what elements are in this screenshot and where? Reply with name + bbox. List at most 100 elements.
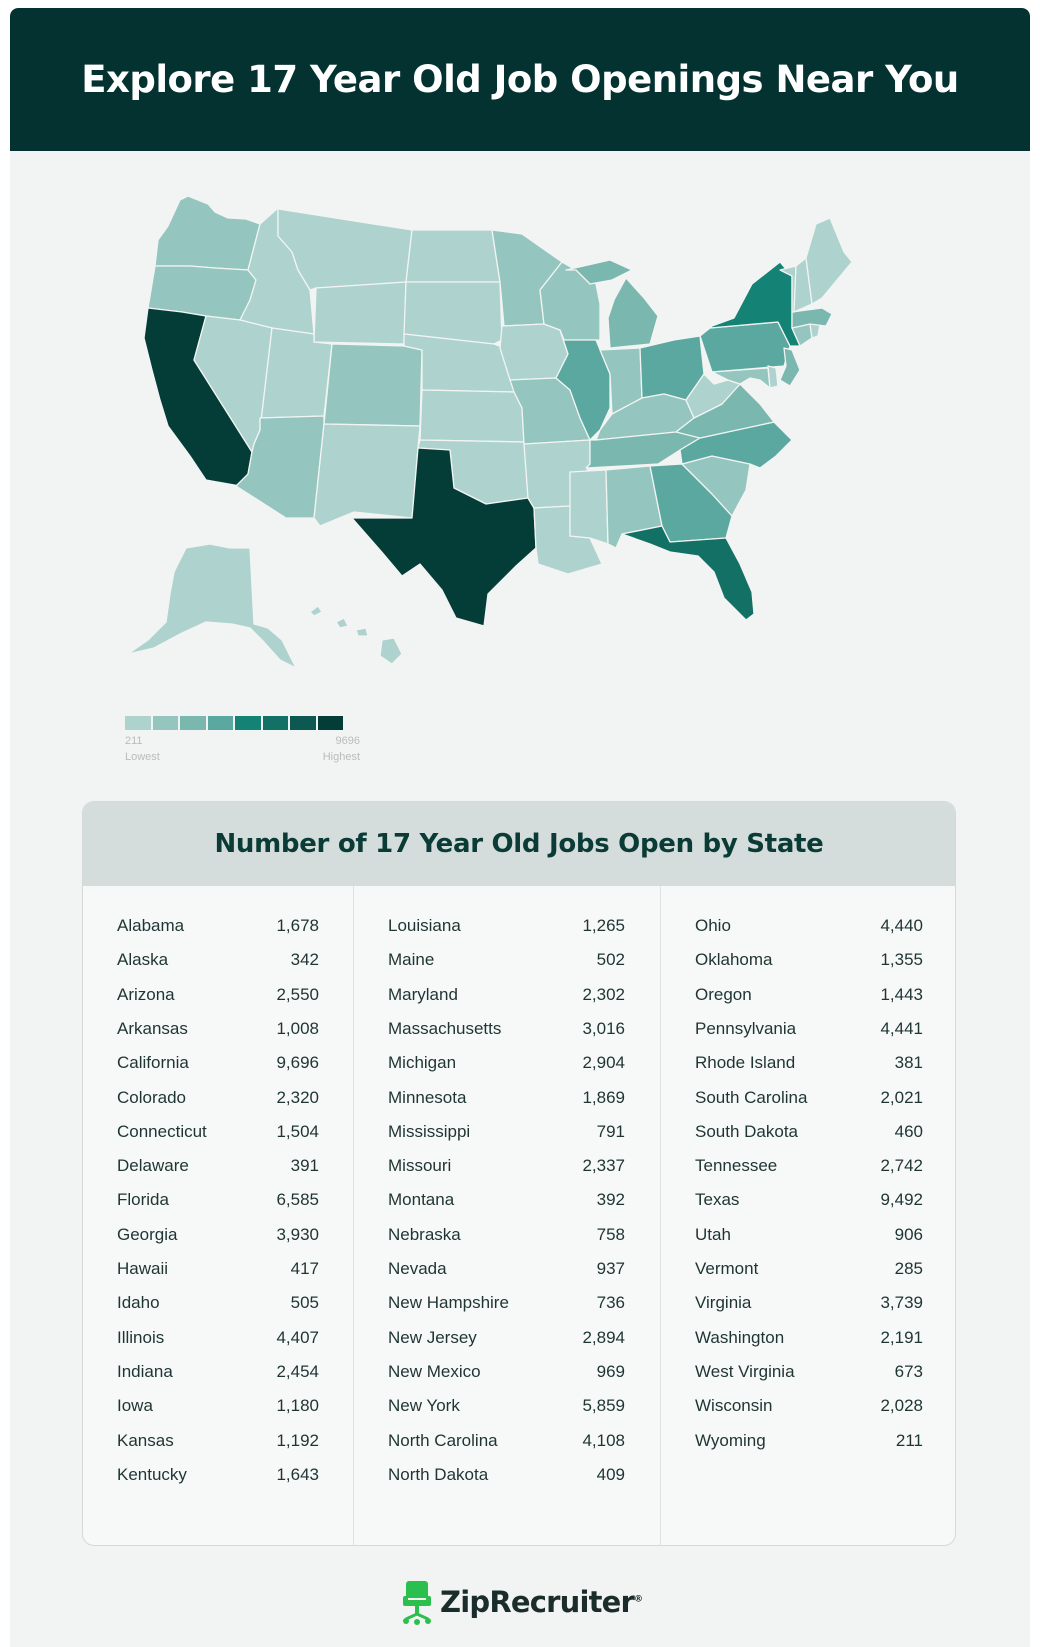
state-name: New Jersey [388,1327,477,1347]
table-row: New Mexico 969 [388,1354,625,1390]
job-count: 791 [596,1121,625,1141]
jobs-by-state-table: Number of 17 Year Old Jobs Open by State… [82,801,956,1546]
state-name: Arizona [117,984,175,1004]
table-column-2: Louisiana 1,265 Maine 502 Maryland 2,302 Massa… [354,886,661,1545]
state-name: Louisiana [388,916,461,935]
state-name: Connecticut [117,1121,207,1141]
job-count: 3,739 [880,1293,923,1313]
table-row: Hawaii 417 [117,1251,319,1287]
job-count: 1,265 [582,916,625,935]
table-row: Iowa 1,180 [117,1388,319,1424]
us-choropleth-map [127,195,853,669]
state-name: South Carolina [695,1087,808,1107]
table-row: Alaska 342 [117,942,319,978]
state-name: Delaware [117,1156,189,1176]
state-name: West Virginia [695,1361,795,1381]
state-rhode-island [809,323,821,339]
job-count: 2,550 [276,984,319,1004]
job-count: 1,678 [276,916,319,935]
table-row: Nebraska 758 [388,1217,625,1253]
state-name: Kansas [117,1430,174,1450]
legend-swatch [152,716,178,730]
state-name: Indiana [117,1361,173,1381]
table-row: Louisiana 1,265 [388,908,625,944]
job-count: 460 [894,1121,923,1141]
state-name: Virginia [695,1293,752,1313]
table-column-1: Alabama 1,678 Alaska 342 Arizona 2,550 Arkansa… [83,886,354,1545]
table-row: Arizona 2,550 [117,977,319,1013]
state-name: North Carolina [388,1430,498,1450]
table-row: South Dakota 460 [695,1114,923,1150]
state-name: Nebraska [388,1224,461,1244]
job-count: 1,643 [276,1464,319,1484]
table-row: Indiana 2,454 [117,1354,319,1390]
job-count: 9,696 [276,1053,319,1073]
state-vermont [779,265,797,313]
table-row: Rhode Island 381 [695,1045,923,1081]
legend-swatch [235,716,261,730]
legend-swatch [180,716,206,730]
job-count: 969 [596,1361,625,1381]
table-row: Vermont 285 [695,1251,923,1287]
job-count: 342 [290,950,319,970]
job-count: 2,337 [582,1156,625,1176]
state-north-dakota [405,229,501,283]
state-name: Hawaii [117,1259,169,1278]
page-title: Explore 17 Year Old Job Openings Near Yo… [81,58,959,101]
state-name: Massachusetts [388,1018,502,1038]
state-hawaii [309,605,403,665]
job-count: 391 [290,1156,319,1176]
state-name: Rhode Island [695,1053,796,1073]
state-alaska [127,543,297,669]
table-row: Texas 9,492 [695,1182,923,1218]
job-count: 1,869 [582,1087,625,1107]
state-name: Washington [695,1327,785,1347]
state-name: Nevada [388,1259,447,1278]
state-name: Alaska [117,950,169,970]
table-row: Maine 502 [388,942,625,978]
state-new-jersey [779,347,801,387]
job-count: 3,930 [276,1224,319,1244]
table-row: Nevada 937 [388,1251,625,1287]
job-count: 906 [894,1224,923,1244]
job-count: 9,492 [880,1190,923,1210]
table-row: North Dakota 409 [388,1457,625,1493]
job-count: 937 [596,1259,625,1278]
table-row: Minnesota 1,869 [388,1080,625,1116]
table-title: Number of 17 Year Old Jobs Open by State [214,829,824,859]
table-row: Washington 2,191 [695,1320,923,1356]
map-legend: 211 Lowest 9696 Highest [125,716,360,767]
table-row: Utah 906 [695,1217,923,1253]
job-count: 736 [596,1293,625,1313]
job-count: 3,016 [582,1018,625,1038]
state-name: Arkansas [117,1018,188,1038]
legend-max-label: Highest [322,751,360,763]
state-washington [154,195,261,271]
job-count: 505 [290,1293,319,1313]
state-utah [259,327,333,431]
table-row: Virginia 3,739 [695,1285,923,1321]
table-column-3: Ohio 4,440 Oklahoma 1,355 Oregon 1,443 Pennsyl… [661,886,955,1545]
table-row: Missouri 2,337 [388,1148,625,1184]
table-row: Michigan 2,904 [388,1045,625,1081]
state-name: Maryland [388,984,458,1004]
state-name: New Mexico [388,1361,481,1381]
table-row: Ohio 4,440 [695,908,923,944]
state-name: New Hampshire [388,1293,509,1313]
job-count: 2,320 [276,1087,319,1107]
state-south-dakota [403,281,503,345]
job-count: 4,441 [880,1018,923,1038]
table-row: Colorado 2,320 [117,1080,319,1116]
state-name: Mississippi [388,1121,471,1141]
job-count: 2,302 [582,984,625,1004]
table-row: Connecticut 1,504 [117,1114,319,1150]
chair-icon [403,1581,431,1625]
table-row: Mississippi 791 [388,1114,625,1150]
state-new-mexico [313,423,421,527]
table-row: Montana 392 [388,1182,625,1218]
job-count: 2,904 [582,1053,625,1073]
state-name: Montana [388,1190,455,1210]
state-name: Florida [117,1190,169,1210]
table-row: Alabama 1,678 [117,908,319,944]
job-count: 1,008 [276,1018,319,1038]
